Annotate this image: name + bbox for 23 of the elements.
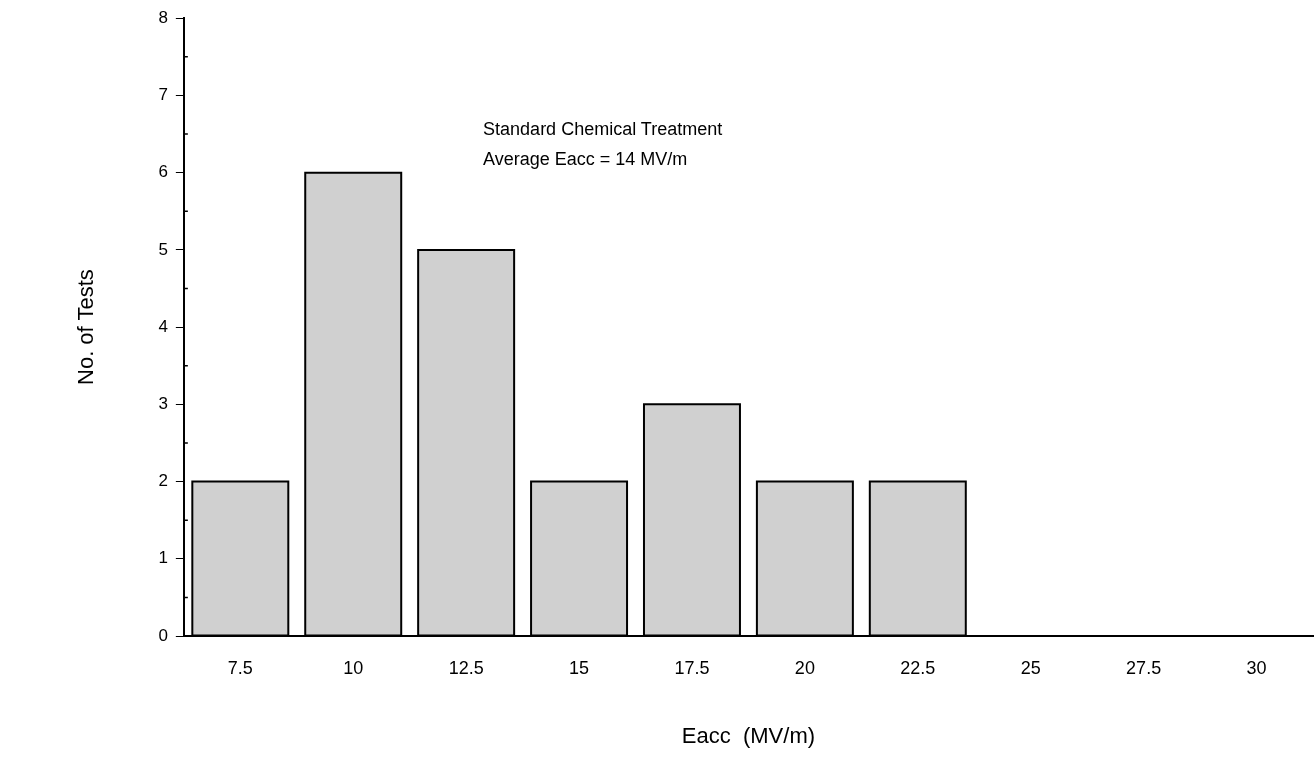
y-tick-label: 7 [158, 85, 168, 105]
x-tick-label: 15 [569, 657, 590, 678]
x-axis-title: Eacc (MV/m) [681, 722, 816, 748]
y-tick-label: 1 [158, 548, 168, 568]
y-tick-label: 2 [158, 471, 168, 491]
x-tick-label: 20 [794, 657, 815, 678]
y-axis-title: No. of Tests [73, 269, 99, 385]
y-tick-label: 0 [158, 625, 168, 645]
x-tick-label: 10 [343, 657, 364, 678]
y-tick-label: 6 [158, 162, 168, 182]
y-tick-label: 8 [158, 7, 168, 27]
x-tick-label: 22.5 [900, 657, 936, 678]
x-tick-label: 7.5 [227, 657, 253, 678]
x-tick-label: 30 [1246, 657, 1267, 678]
x-tick-label: 27.5 [1126, 657, 1162, 678]
x-tick-label: 17.5 [674, 657, 710, 678]
annotation: Standard Chemical Treatment [483, 119, 723, 140]
y-tick-label: 5 [158, 239, 168, 259]
y-tick-label: 3 [158, 394, 168, 414]
annotation: Average Eacc = 14 MV/m [483, 149, 688, 170]
x-tick-label: 12.5 [448, 657, 484, 678]
y-tick-label: 4 [158, 316, 168, 336]
x-tick-label: 25 [1020, 657, 1041, 678]
